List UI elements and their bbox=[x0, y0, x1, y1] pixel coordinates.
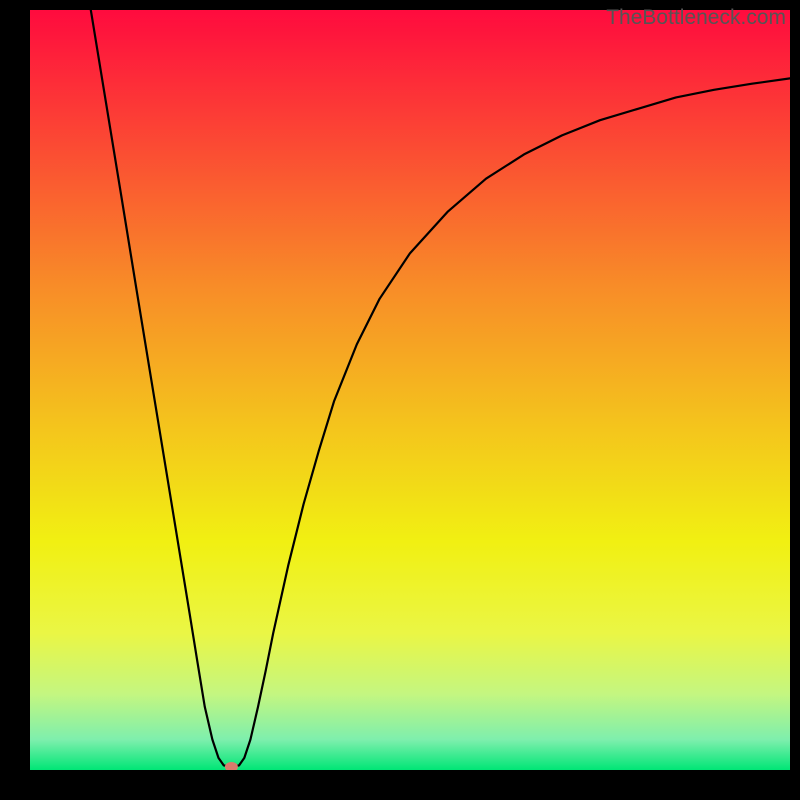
watermark-text: TheBottleneck.com bbox=[606, 6, 786, 30]
plot-background bbox=[30, 10, 790, 770]
chart-svg bbox=[30, 10, 790, 770]
plot-area bbox=[30, 10, 790, 770]
chart-container: TheBottleneck.com bbox=[0, 0, 800, 800]
